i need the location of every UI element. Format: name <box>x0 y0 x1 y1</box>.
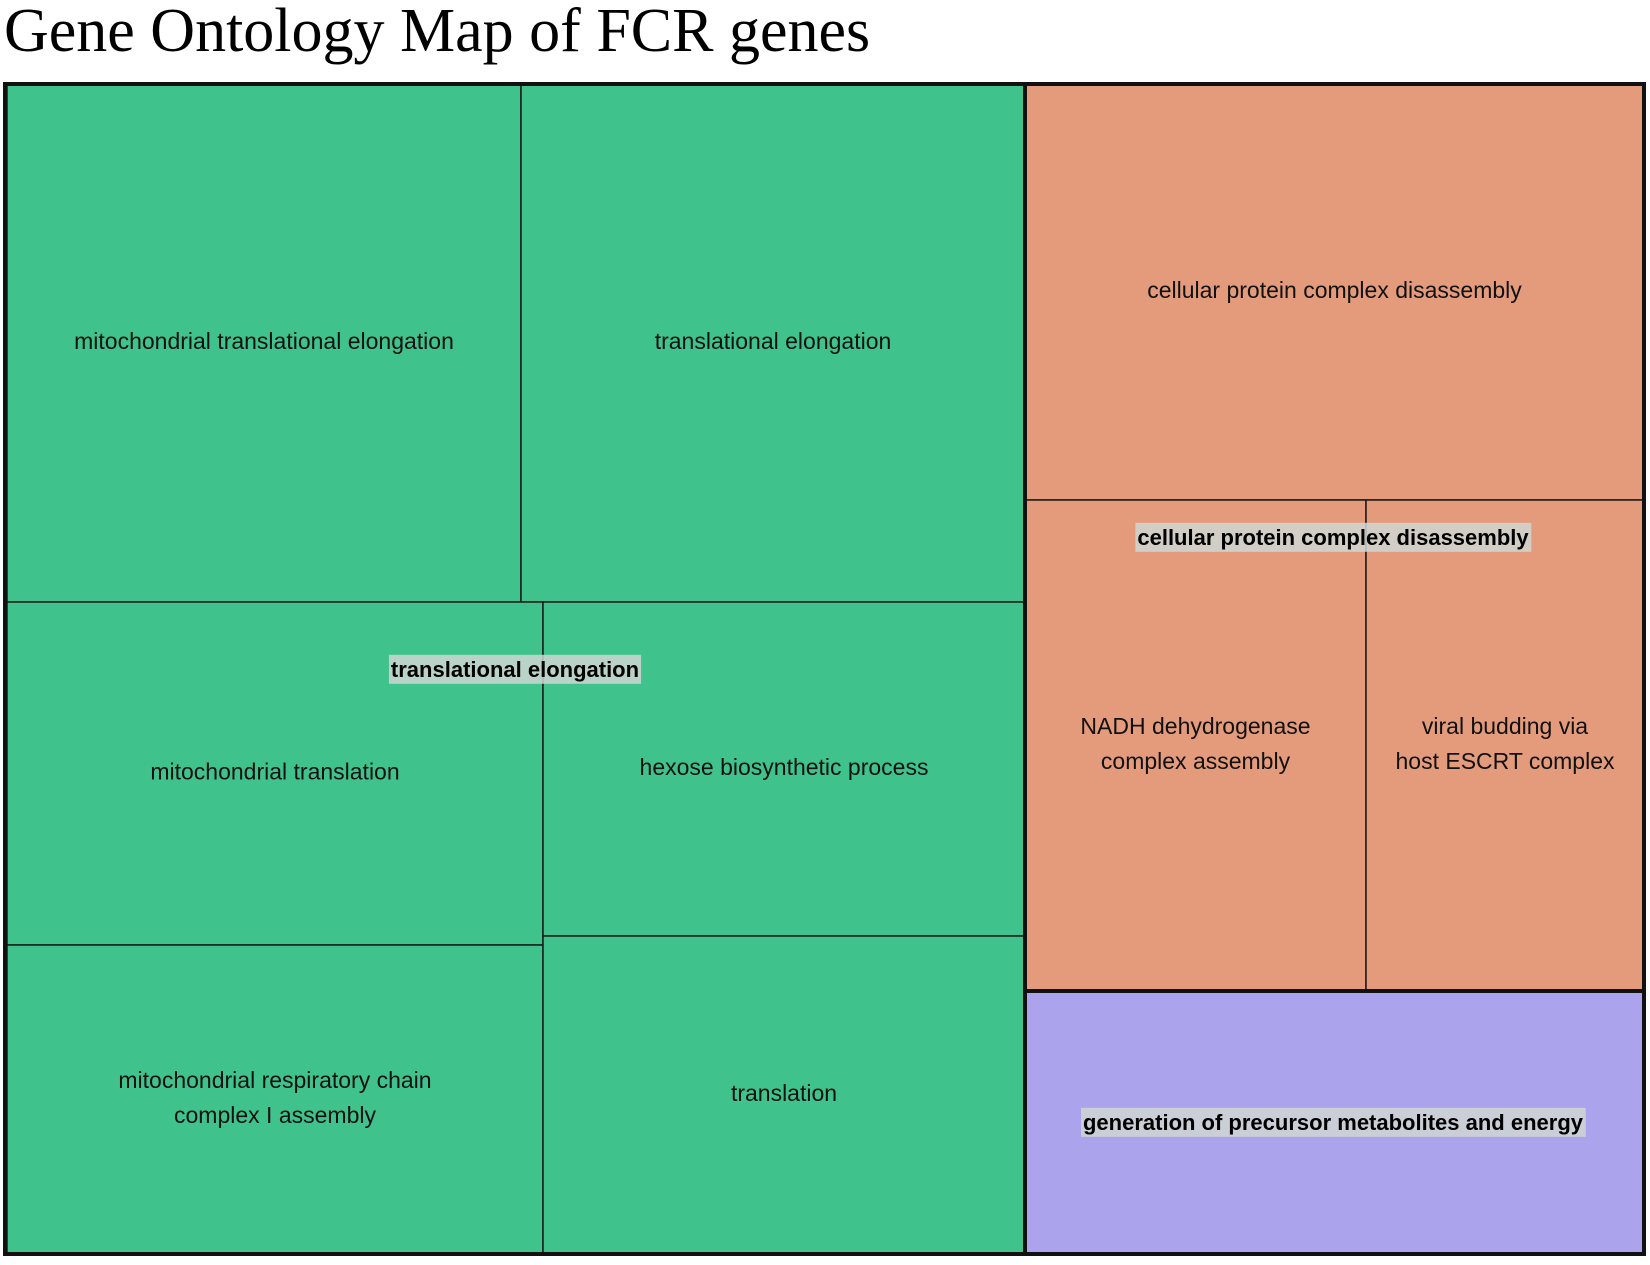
tile-labels-layer: mitochondrial translational elongation tr… <box>74 277 1615 1128</box>
treemap-tile-mitochondrial-respiratory-chain-complex-i-assembly <box>6 944 544 1255</box>
tile-label-mitochondrial-translational-elongation: mitochondrial translational elongation <box>74 328 454 354</box>
group-label-generation-of-precursor-metabolites-and-energy: generation of precursor metabolites and … <box>1083 1110 1584 1135</box>
tile-label-viral-budding-via-host-escrt-complex: viral budding via host ESCRT complex <box>1395 713 1615 774</box>
treemap-tile-nadh-dehydrogenase-complex-assembly <box>1024 499 1367 992</box>
tiles-layer <box>6 83 1645 1255</box>
tile-label-mitochondrial-translation: mitochondrial translation <box>150 759 399 785</box>
treemap-tile-viral-budding-via-host-escrt-complex <box>1365 499 1645 992</box>
tile-label-translation: translation <box>731 1080 837 1106</box>
group-label-cellular-protein-complex-disassembly: cellular protein complex disassembly <box>1137 525 1529 550</box>
chart-title: Gene Ontology Map of FCR genes <box>4 0 871 65</box>
group-label-background <box>1135 522 1532 552</box>
treemap-tile-translation <box>542 935 1026 1255</box>
treemap-outer-frame <box>3 82 1646 1256</box>
tile-label-hexose-biosynthetic-process: hexose biosynthetic process <box>640 754 929 780</box>
treemap-tile-translational-elongation <box>520 83 1026 603</box>
group-label-translational-elongation: translational elongation <box>391 657 639 682</box>
tile-label-cellular-protein-complex-disassembly: cellular protein complex disassembly <box>1147 277 1522 303</box>
group-label-background <box>388 654 642 684</box>
group-label-background <box>1080 1107 1586 1137</box>
tile-label-nadh-dehydrogenase-complex-assembly: NADH dehydrogenase complex assembly <box>1080 713 1310 774</box>
treemap-tile-cellular-protein-complex-disassembly <box>1024 83 1645 501</box>
treemap-tile-mitochondrial-translational-elongation <box>6 83 522 603</box>
group-labels-layer: translational elongation cellular protein… <box>388 522 1586 1137</box>
tile-label-translational-elongation: translational elongation <box>655 328 892 354</box>
tile-label-mitochondrial-respiratory-chain-complex-i-assembly: mitochondrial respiratory chain complex I… <box>118 1067 431 1128</box>
